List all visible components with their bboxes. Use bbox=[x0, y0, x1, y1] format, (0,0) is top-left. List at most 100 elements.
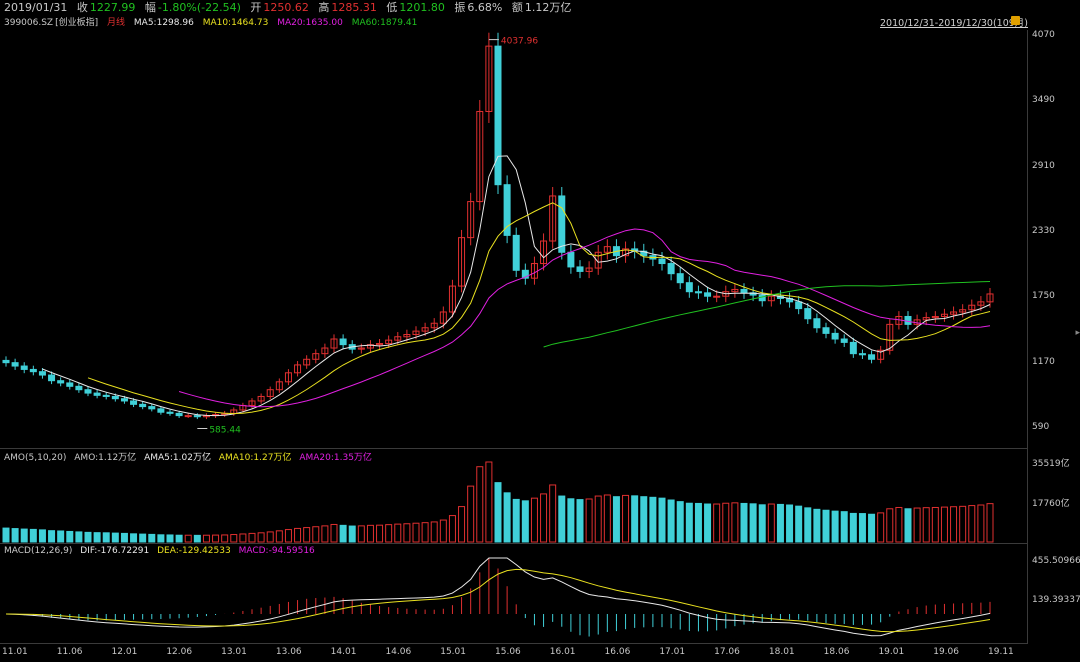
volume-bar bbox=[649, 496, 657, 543]
low-label: 低 bbox=[386, 1, 398, 14]
volume-bar bbox=[130, 533, 138, 543]
candle-body bbox=[877, 349, 885, 360]
candle-body bbox=[521, 269, 529, 279]
volume-bar bbox=[950, 506, 958, 543]
ama10-value: AMA10:1.27万亿 bbox=[218, 453, 292, 463]
candle-body bbox=[485, 45, 493, 112]
time-tick-label: 15.06 bbox=[495, 647, 521, 657]
date-range-selector[interactable]: 2010/12/31-2019/12/30(109月) bbox=[880, 18, 1028, 29]
volume-bar bbox=[713, 503, 721, 543]
volume-bar bbox=[467, 485, 475, 543]
time-tick-label: 18.01 bbox=[768, 647, 795, 657]
low-value: 1201.80 bbox=[399, 1, 445, 14]
candle-body bbox=[667, 263, 675, 275]
candle-body bbox=[403, 334, 411, 338]
candle-body bbox=[512, 234, 520, 271]
volume-bar bbox=[485, 461, 493, 543]
candle-body bbox=[20, 365, 28, 370]
volume-bar bbox=[804, 507, 812, 543]
candle-body bbox=[421, 327, 429, 332]
volume-bar bbox=[913, 507, 921, 543]
volume-bar bbox=[549, 484, 557, 543]
candle-body bbox=[467, 201, 475, 239]
amo-legend: AMO(5,10,20) AMO:1.12万亿 AMA5:1.02万亿 AMA1… bbox=[4, 450, 377, 463]
volume-bar bbox=[421, 522, 429, 543]
volume-bar bbox=[139, 533, 147, 543]
ma10-label: MA10:1464.73 bbox=[202, 18, 269, 28]
candle-body bbox=[977, 301, 985, 306]
ma20-line bbox=[178, 228, 991, 408]
ma10-line bbox=[87, 202, 991, 415]
macd-legend: MACD(12,26,9) DIF:-176.72291 DEA:-129.42… bbox=[4, 546, 320, 556]
volume-bar bbox=[157, 534, 165, 543]
candle-body bbox=[2, 359, 10, 364]
volume-bar bbox=[858, 513, 866, 543]
candle-body bbox=[412, 330, 420, 336]
collapse-icon[interactable]: ▸ bbox=[1075, 328, 1080, 338]
candle-body bbox=[813, 318, 821, 329]
volume-bar bbox=[512, 498, 520, 543]
volume-bar bbox=[57, 530, 65, 543]
volume-bar bbox=[120, 532, 128, 543]
candle-body bbox=[868, 354, 876, 360]
change-value: -1.80%(-22.54) bbox=[157, 1, 241, 14]
candle-body bbox=[922, 317, 930, 321]
volume-bar bbox=[202, 534, 210, 543]
volume-bar bbox=[84, 531, 92, 543]
time-tick-label: 17.06 bbox=[714, 647, 740, 657]
volume-bar bbox=[849, 512, 857, 543]
candle-body bbox=[284, 372, 292, 383]
amount-label: 额 bbox=[511, 1, 523, 14]
volume-bar bbox=[530, 497, 538, 543]
volume-bar bbox=[585, 498, 593, 543]
volume-bar bbox=[403, 523, 411, 543]
candle-body bbox=[330, 338, 338, 349]
volume-bar bbox=[594, 495, 602, 543]
candle-body bbox=[75, 385, 83, 391]
volume-bar bbox=[448, 515, 456, 543]
change-label: 幅 bbox=[144, 1, 156, 14]
dif-value: DIF:-176.72291 bbox=[80, 546, 150, 556]
ma5-line bbox=[42, 155, 991, 417]
volume-bar bbox=[275, 530, 283, 543]
high-label: 高 bbox=[318, 1, 330, 14]
lock-icon[interactable] bbox=[1011, 16, 1020, 25]
time-tick-label: 13.01 bbox=[221, 647, 247, 657]
volume-bar bbox=[813, 508, 821, 543]
candle-body bbox=[321, 347, 329, 355]
volume-bar bbox=[348, 525, 356, 543]
volume-bar bbox=[11, 528, 19, 543]
time-tick-label: 17.01 bbox=[659, 647, 686, 657]
symbol-label: 399006.SZ bbox=[4, 18, 54, 28]
ma60-label: MA60:1879.41 bbox=[351, 18, 418, 28]
time-tick-label: 16.01 bbox=[549, 647, 576, 657]
volume-bar bbox=[558, 495, 566, 543]
time-tick-label: 19.01 bbox=[878, 647, 905, 657]
candle-body bbox=[139, 403, 147, 408]
candle-body bbox=[184, 415, 192, 418]
time-tick-label: 16.06 bbox=[604, 647, 631, 657]
candle-body bbox=[622, 248, 630, 257]
volume-bar bbox=[676, 501, 684, 543]
time-tick-label: 19.06 bbox=[933, 647, 959, 657]
volume-bar bbox=[93, 532, 101, 543]
time-tick-label: 13.06 bbox=[275, 647, 302, 657]
candle-body bbox=[904, 315, 912, 325]
candle-body bbox=[968, 304, 976, 311]
volume-bar bbox=[257, 532, 265, 543]
candle-body bbox=[603, 246, 611, 253]
amo-title: AMO(5,10,20) bbox=[4, 453, 67, 463]
volume-bar bbox=[576, 499, 584, 543]
period-label[interactable]: 月线 bbox=[107, 18, 126, 28]
candle-body bbox=[448, 285, 456, 313]
macd-value: MACD:-94.59516 bbox=[238, 546, 315, 556]
volume-bar bbox=[221, 534, 229, 543]
candle-body bbox=[576, 266, 584, 272]
volume-bar bbox=[385, 524, 393, 543]
candle-body bbox=[658, 258, 666, 265]
candle-body bbox=[430, 322, 438, 329]
amo-axis-top: 35519亿 bbox=[1032, 459, 1070, 469]
volume-bar bbox=[29, 528, 37, 543]
panel-divider bbox=[0, 643, 1028, 644]
